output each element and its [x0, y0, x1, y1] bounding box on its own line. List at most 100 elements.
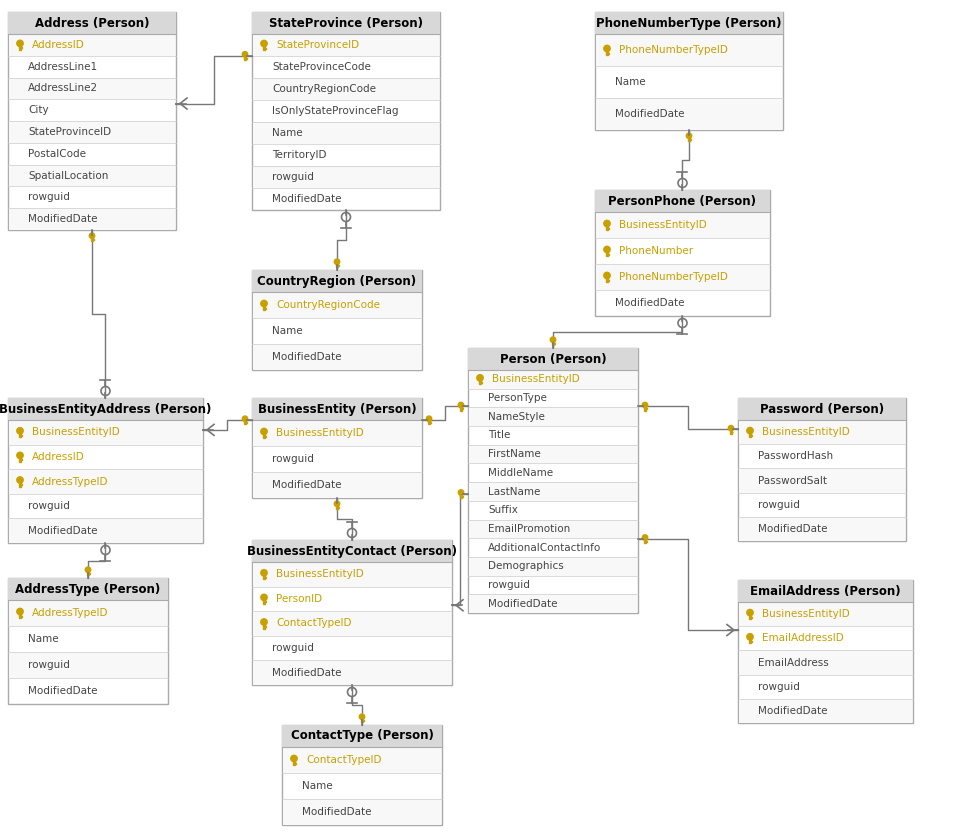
Text: ModifiedDate: ModifiedDate: [758, 524, 826, 534]
Text: Name: Name: [615, 77, 645, 87]
Polygon shape: [263, 44, 265, 50]
Text: Name: Name: [272, 128, 302, 138]
Polygon shape: [727, 425, 733, 431]
Bar: [739, 517, 904, 541]
Text: PostalCode: PostalCode: [28, 148, 86, 158]
Polygon shape: [359, 714, 364, 720]
Bar: [738, 580, 912, 602]
Polygon shape: [457, 402, 463, 408]
Text: AddressID: AddressID: [32, 452, 85, 462]
Bar: [252, 398, 421, 498]
Polygon shape: [603, 273, 610, 279]
Polygon shape: [362, 720, 364, 721]
Text: NameStyle: NameStyle: [488, 412, 544, 422]
Text: rowguid: rowguid: [28, 193, 70, 203]
Polygon shape: [19, 44, 21, 50]
Polygon shape: [19, 432, 21, 437]
Bar: [282, 725, 441, 825]
Polygon shape: [244, 55, 246, 60]
Polygon shape: [687, 137, 689, 141]
Polygon shape: [478, 379, 480, 384]
Bar: [253, 562, 451, 586]
Polygon shape: [729, 429, 731, 434]
Bar: [738, 398, 905, 541]
Polygon shape: [20, 435, 22, 436]
Polygon shape: [293, 760, 294, 765]
Polygon shape: [607, 279, 609, 280]
Bar: [8, 12, 175, 230]
Bar: [8, 398, 203, 420]
Polygon shape: [641, 402, 647, 408]
Text: TerritoryID: TerritoryID: [272, 150, 326, 160]
Polygon shape: [603, 220, 610, 227]
Polygon shape: [19, 612, 21, 618]
Bar: [596, 212, 768, 238]
Text: ModifiedDate: ModifiedDate: [615, 298, 684, 308]
Bar: [738, 398, 905, 420]
Text: Address (Person): Address (Person): [34, 17, 149, 29]
Polygon shape: [603, 246, 610, 253]
Text: PhoneNumberType (Person): PhoneNumberType (Person): [596, 17, 781, 29]
Text: ModifiedDate: ModifiedDate: [302, 807, 371, 817]
Polygon shape: [291, 756, 297, 761]
Bar: [252, 12, 439, 34]
Bar: [253, 661, 451, 685]
Polygon shape: [89, 573, 90, 574]
Bar: [253, 78, 438, 100]
Polygon shape: [553, 343, 555, 344]
Polygon shape: [748, 614, 750, 619]
Text: PhoneNumber: PhoneNumber: [618, 246, 693, 256]
Polygon shape: [20, 615, 22, 616]
Bar: [469, 407, 637, 426]
Text: ModifiedDate: ModifiedDate: [28, 686, 97, 696]
Polygon shape: [459, 493, 461, 498]
Text: rowguid: rowguid: [758, 681, 799, 691]
Polygon shape: [750, 641, 752, 642]
Bar: [9, 78, 174, 99]
Text: ContactType (Person): ContactType (Person): [291, 730, 433, 742]
Bar: [9, 652, 167, 678]
Bar: [283, 747, 440, 773]
Bar: [253, 34, 438, 56]
Bar: [9, 164, 174, 187]
Text: Name: Name: [272, 326, 302, 336]
Polygon shape: [17, 477, 23, 483]
Polygon shape: [264, 435, 266, 436]
Bar: [739, 699, 911, 723]
Bar: [252, 270, 421, 292]
Bar: [595, 190, 769, 212]
Text: EmailAddressID: EmailAddressID: [761, 633, 842, 643]
Polygon shape: [263, 433, 265, 438]
Polygon shape: [17, 40, 23, 47]
Polygon shape: [264, 601, 266, 602]
Text: ModifiedDate: ModifiedDate: [488, 599, 557, 609]
Text: rowguid: rowguid: [28, 501, 70, 511]
Polygon shape: [334, 259, 339, 264]
Text: CountryRegionCode: CountryRegionCode: [275, 300, 379, 310]
Text: BusinessEntityID: BusinessEntityID: [275, 428, 363, 438]
Polygon shape: [264, 626, 266, 627]
Polygon shape: [337, 507, 338, 508]
Polygon shape: [263, 623, 265, 629]
Bar: [595, 190, 769, 316]
Text: ModifiedDate: ModifiedDate: [28, 214, 97, 224]
Polygon shape: [17, 428, 23, 434]
Polygon shape: [92, 239, 94, 240]
Polygon shape: [480, 382, 482, 383]
Text: StateProvinceCode: StateProvinceCode: [272, 62, 371, 72]
Polygon shape: [260, 619, 267, 626]
Text: ModifiedDate: ModifiedDate: [758, 706, 826, 716]
Polygon shape: [607, 228, 609, 229]
Text: Name: Name: [28, 634, 58, 644]
Polygon shape: [260, 594, 267, 600]
Text: BusinessEntityID: BusinessEntityID: [275, 570, 363, 580]
Text: ModifiedDate: ModifiedDate: [28, 525, 97, 535]
Polygon shape: [294, 762, 296, 763]
Text: CountryRegionCode: CountryRegionCode: [272, 84, 375, 94]
Text: City: City: [28, 105, 49, 115]
Bar: [469, 445, 637, 464]
Bar: [468, 348, 638, 613]
Polygon shape: [461, 496, 462, 497]
Bar: [8, 578, 168, 704]
Text: StateProvinceID: StateProvinceID: [275, 40, 358, 50]
